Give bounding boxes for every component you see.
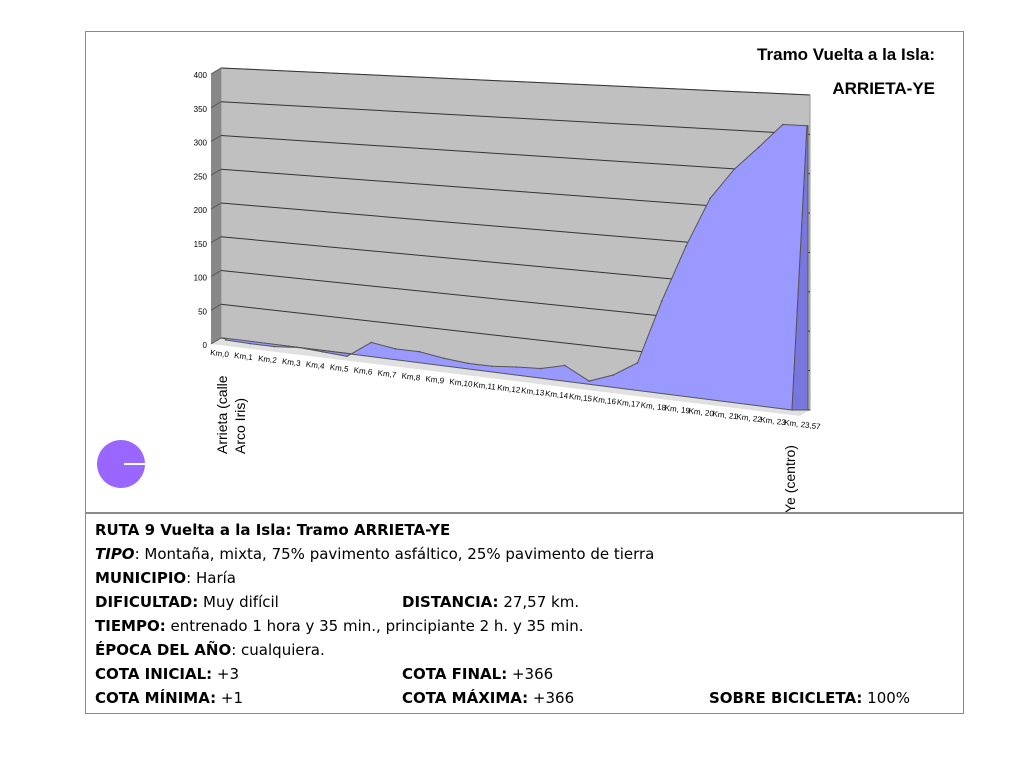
cota-maxima-row: COTA MÁXIMA: +366	[402, 689, 575, 707]
tiempo-row: TIEMPO: entrenado 1 hora y 35 min., prin…	[95, 617, 584, 635]
x-tick-label: Km, 20	[688, 406, 715, 418]
start-label-line1: Arrieta (calle	[214, 375, 230, 454]
chart-frame: 0 50 100 150 200 250 300 350 400 Km,0 Km,1 Km,2 Km,…	[85, 31, 964, 513]
x-tick-label: Km, 19	[664, 403, 691, 415]
x-tick-label: Km,0	[210, 348, 230, 359]
data-point	[539, 367, 542, 370]
x-tick-label: Km, 22	[736, 412, 763, 424]
gridline-side	[210, 303, 222, 311]
epoca-row: ÉPOCA DEL AÑO: cualquiera.	[95, 641, 325, 659]
gridline-side	[210, 101, 222, 109]
data-point	[660, 300, 663, 302]
gridline-side	[210, 236, 222, 244]
data-point	[709, 197, 711, 200]
dificultad-row: DIFICULTAD: Muy difícil	[95, 593, 279, 611]
x-tick-label: Km,13	[521, 386, 546, 398]
y-tick-label: 200	[194, 206, 208, 215]
x-tick-label: Km,14	[545, 389, 570, 401]
x-tick-label: Km,11	[473, 380, 497, 392]
gridline-side	[210, 135, 222, 142]
gridline	[220, 67, 811, 96]
x-tick-label: Km, 18	[640, 401, 667, 413]
y-tick-label: 400	[194, 71, 208, 80]
x-tick-label: Km, 21	[712, 409, 739, 421]
data-point	[394, 348, 397, 350]
data-point	[346, 355, 348, 358]
y-tick-label: 350	[194, 105, 208, 114]
data-point	[322, 351, 324, 353]
x-tick-label: Km,6	[353, 366, 373, 377]
start-label-line2: Arco Iris)	[232, 398, 248, 454]
gridline	[220, 101, 811, 135]
x-tick-label: Km,2	[258, 354, 278, 365]
x-tick-label: Km,9	[425, 374, 445, 385]
data-point	[564, 364, 566, 367]
data-point	[443, 357, 445, 360]
data-point	[636, 362, 639, 364]
data-point	[515, 366, 518, 368]
distancia-row: DISTANCIA: 27,57 km.	[402, 593, 580, 611]
x-tick-label: Km,16	[592, 395, 617, 407]
data-point	[588, 380, 590, 382]
data-point	[418, 350, 421, 353]
cota-inicial-row: COTA INICIAL: +3	[95, 665, 240, 683]
gridline-side	[210, 270, 222, 277]
y-tick-label: 300	[194, 139, 208, 148]
data-point	[370, 341, 373, 344]
route-info-box: RUTA 9 Vuelta a la Isla: Tramo ARRIETA-Y…	[85, 513, 964, 714]
x-tick-label: Km,8	[401, 371, 421, 382]
elevation-chart: 0 50 100 150 200 250 300 350 400 Km,0 Km,1 Km,2 Km,…	[97, 67, 822, 512]
gridline-side	[210, 202, 222, 210]
route-title: RUTA 9 Vuelta a la Isla: Tramo ARRIETA-Y…	[95, 521, 451, 539]
x-tick-label: Km,15	[569, 392, 594, 404]
bicicleta-row: SOBRE BICICLETA: 100%	[709, 689, 911, 707]
x-tick-label: Km,1	[234, 351, 254, 362]
data-point	[781, 123, 784, 126]
data-point	[733, 168, 736, 170]
data-point	[757, 146, 760, 149]
gridline-side	[210, 168, 222, 176]
data-point	[249, 342, 252, 345]
x-tick-label: Km, 23,57	[784, 418, 822, 431]
end-label: Ye (centro)	[782, 445, 798, 512]
x-tick-label: Km,3	[282, 357, 302, 368]
x-tick-label: Km,12	[497, 383, 522, 395]
data-point	[612, 374, 615, 376]
data-point	[467, 362, 469, 365]
cyclist-logo-icon	[97, 440, 145, 488]
gridline-side	[210, 67, 222, 75]
cota-final-row: COTA FINAL: +366	[402, 665, 554, 683]
y-tick-label: 100	[194, 274, 208, 283]
gridline	[220, 135, 811, 175]
tipo-row: TIPO: Montaña, mixta, 75% pavimento asfá…	[95, 545, 655, 563]
data-point	[806, 124, 808, 127]
y-tick-label: 0	[203, 341, 208, 350]
x-tick-label: Km,10	[449, 377, 474, 389]
x-tick-label: Km,5	[329, 363, 349, 374]
chart-subtitle: ARRIETA-YE	[832, 79, 935, 98]
data-point	[491, 365, 494, 368]
elevation-area	[222, 123, 808, 411]
y-tick-label: 250	[194, 172, 208, 181]
cota-minima-row: COTA MÍNIMA: +1	[95, 689, 244, 707]
chart-title: Tramo Vuelta a la Isla:	[757, 45, 935, 64]
y-tick-label: 50	[198, 307, 207, 316]
x-tick-label: Km,17	[616, 398, 641, 410]
x-tick-label: Km, 23	[760, 415, 787, 427]
data-point	[225, 339, 227, 341]
y-tick-label: 150	[194, 240, 208, 249]
data-point	[273, 345, 276, 348]
data-point	[297, 346, 300, 349]
x-tick-label: Km,4	[305, 360, 325, 371]
municipio-row: MUNICIPIO: Haría	[95, 569, 236, 587]
chart-floor	[211, 338, 810, 416]
data-point	[685, 245, 687, 247]
x-tick-label: Km,7	[377, 368, 397, 379]
gridline-side	[210, 337, 222, 345]
